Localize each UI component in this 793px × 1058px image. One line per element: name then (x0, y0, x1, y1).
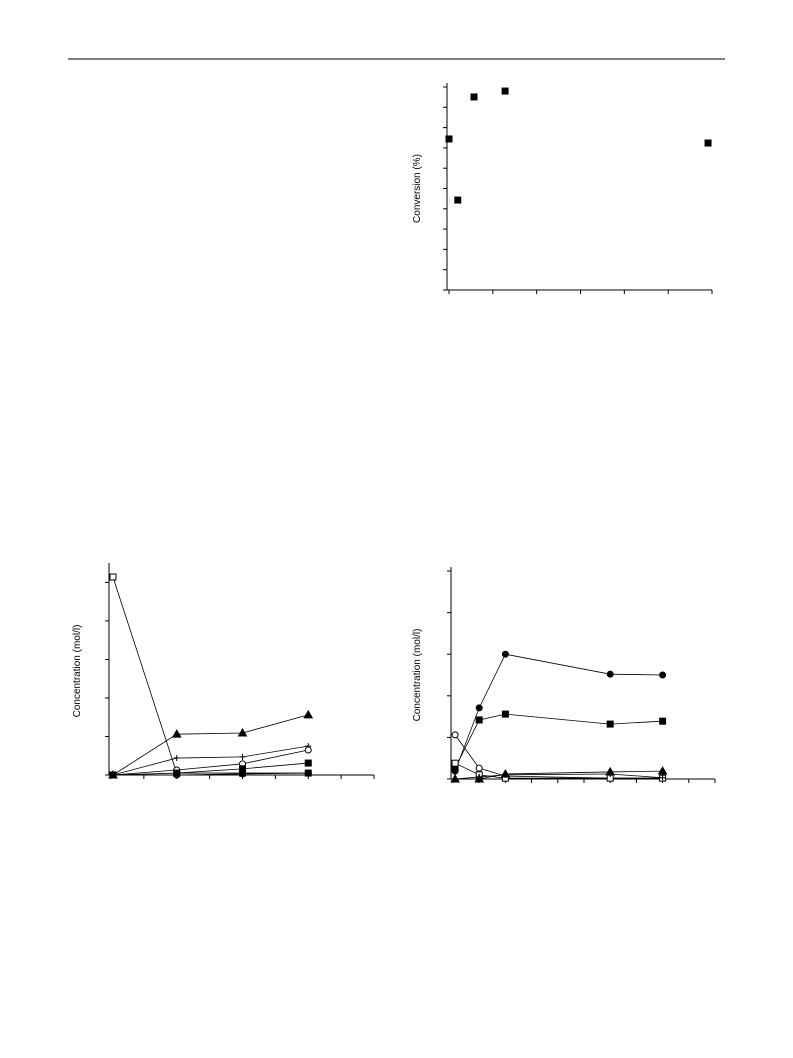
marker (475, 716, 483, 724)
series-line (112, 745, 309, 776)
marker (171, 729, 182, 738)
marker (475, 704, 483, 712)
marker (501, 650, 509, 658)
marker (501, 87, 509, 95)
marker (451, 731, 459, 739)
marker (502, 771, 509, 778)
y-axis-title: Concentration (mol/l) (72, 625, 83, 718)
marker (304, 759, 312, 767)
marker (501, 710, 509, 718)
marker (451, 759, 459, 767)
marker (173, 755, 180, 762)
series-line (112, 749, 309, 776)
marker (704, 139, 712, 147)
marker (659, 671, 667, 679)
marker (606, 720, 614, 728)
y-axis-title: Concentration (mol/l) (412, 629, 423, 722)
marker (445, 135, 453, 143)
marker (607, 771, 614, 778)
marker (659, 717, 667, 725)
series-line (112, 714, 309, 776)
marker (659, 774, 666, 781)
series-line (112, 762, 309, 776)
series-line (112, 576, 309, 774)
marker (109, 771, 117, 779)
marker (304, 769, 312, 777)
marker (606, 670, 614, 678)
marker (109, 573, 117, 581)
marker (476, 773, 483, 780)
marker (173, 771, 181, 779)
marker (454, 196, 462, 204)
marker (303, 709, 314, 719)
marker (237, 728, 248, 737)
marker (239, 753, 246, 760)
marker (304, 746, 312, 754)
marker (657, 766, 668, 775)
y-axis-title: Conversion (%) (412, 154, 423, 223)
marker (239, 770, 246, 778)
series-line (454, 653, 663, 772)
series-line (454, 713, 663, 769)
marker (452, 776, 459, 782)
series-line (112, 772, 309, 776)
marker (470, 93, 478, 101)
marker (475, 764, 483, 772)
